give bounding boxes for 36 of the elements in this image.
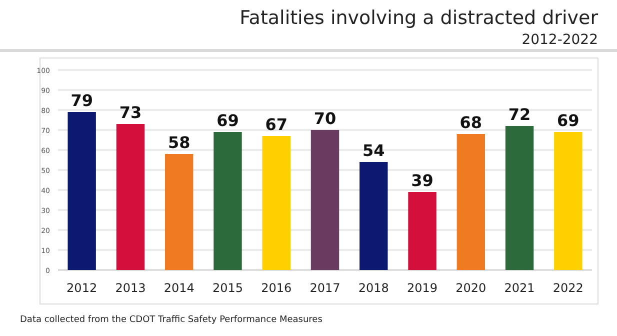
data-label: 72 [508, 105, 531, 124]
x-tick-label: 2017 [310, 281, 340, 295]
bar [310, 130, 340, 270]
bar [408, 192, 436, 270]
chart-title: Fatalities involving a distracted driver [240, 7, 598, 29]
bar [116, 124, 145, 270]
x-tick-label: 2019 [406, 281, 438, 295]
bar [214, 132, 242, 270]
data-label: 69 [216, 111, 239, 130]
data-label: 54 [362, 141, 385, 160]
data-label: 69 [557, 111, 580, 130]
x-tick-label: 2015 [212, 281, 244, 295]
bar [505, 126, 534, 270]
bar [456, 134, 486, 270]
data-label: 58 [168, 133, 190, 152]
text: Data collected from the CDOT Traffic Safety Performance Measures [20, 315, 323, 325]
x-tick-label: 2016 [261, 281, 292, 295]
data-label: 79 [70, 91, 93, 110]
data-label: 70 [314, 109, 336, 128]
bar [262, 136, 290, 270]
bar [360, 162, 388, 270]
bar [68, 112, 96, 270]
data-label: 68 [460, 113, 482, 132]
data-label: 39 [411, 171, 434, 190]
x-tick-label: 2012 [66, 281, 98, 295]
bar [164, 154, 194, 270]
x-tick-label: 2018 [358, 281, 389, 295]
x-tick-label: 2020 [456, 281, 486, 295]
x-tick-label: 2021 [504, 281, 535, 295]
data-label: 73 [119, 103, 142, 122]
data-label: 67 [265, 115, 288, 134]
x-tick-label: 2022 [552, 281, 584, 295]
x-tick-label: 2013 [115, 281, 146, 295]
chart-subtitle: 2012-2022 [522, 32, 598, 48]
bar [554, 132, 582, 270]
x-tick-label: 2014 [164, 281, 194, 295]
